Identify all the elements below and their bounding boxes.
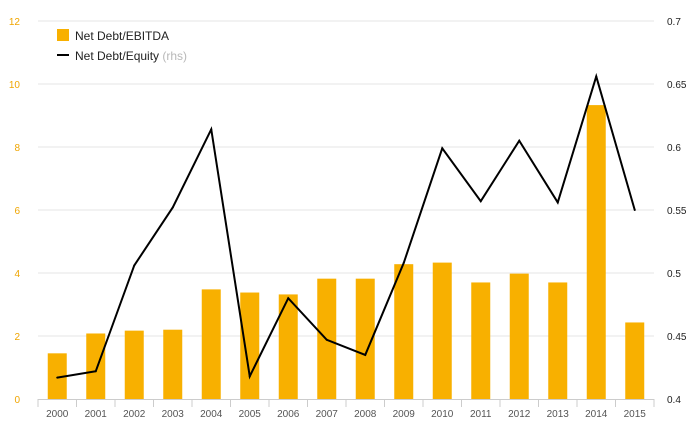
line-point (364, 353, 367, 356)
axes: 0 2 4 6 8 10 12 0.4 0.45 0.5 0.55 0.6 0.65 0.7 2000 200… (9, 17, 687, 420)
y-right-tick-label: 0.45 (667, 332, 687, 343)
bar (394, 264, 414, 399)
y-left-tick-label: 0 (14, 395, 20, 406)
bar-series (47, 105, 645, 399)
y-left-tick-label: 12 (9, 17, 21, 28)
line-point (94, 370, 97, 373)
line-point (518, 139, 521, 142)
x-tick-label: 2009 (393, 409, 416, 420)
x-tick-label: 2002 (123, 409, 146, 420)
legend-swatch-ebitda (57, 29, 69, 41)
bar (201, 289, 221, 399)
bar (432, 262, 452, 399)
line-point (479, 200, 482, 203)
legend: Net Debt/EBITDA Net Debt/Equity (rhs) (57, 29, 187, 63)
line-point (633, 209, 636, 211)
y-right-tick-label: 0.55 (667, 206, 687, 217)
x-tick-label: 2014 (585, 409, 608, 420)
legend-label-equity-suffix: (rhs) (162, 49, 187, 63)
bar (278, 294, 298, 399)
legend-label-equity: Net Debt/Equity (rhs) (75, 49, 187, 63)
line-point (595, 75, 598, 78)
bar (86, 333, 106, 399)
line-point (287, 297, 290, 300)
line-path (57, 72, 636, 380)
x-tick-label: 2001 (85, 409, 108, 420)
line-point (133, 264, 136, 267)
bar (625, 322, 645, 399)
x-tick-label: 2007 (316, 409, 339, 420)
x-tick-label: 2012 (508, 409, 531, 420)
x-tick-label: 2003 (162, 409, 185, 420)
y-left-tick-label: 6 (14, 206, 20, 217)
x-tick-label: 2004 (200, 409, 223, 420)
line-point (325, 338, 328, 341)
line-point (556, 201, 559, 204)
bar (240, 292, 260, 399)
bar (586, 105, 606, 399)
y-right-tick-label: 0.6 (667, 143, 681, 154)
bar (471, 282, 491, 399)
bar (124, 330, 144, 399)
x-tick-label: 2013 (547, 409, 570, 420)
x-tick-label: 2000 (46, 409, 69, 420)
line-point (402, 261, 405, 264)
x-tick-label: 2006 (277, 409, 300, 420)
y-left-tick-label: 4 (14, 269, 20, 280)
line-point (248, 375, 251, 378)
x-tick-label: 2011 (470, 409, 492, 420)
legend-label-equity-name: Net Debt/Equity (75, 49, 159, 63)
bar (355, 278, 375, 399)
y-left-tick-label: 10 (9, 80, 21, 91)
bar (47, 353, 67, 399)
line-point (56, 376, 59, 379)
y-right-tick-label: 0.65 (667, 80, 687, 91)
y-right-tick-label: 0.7 (667, 17, 681, 28)
legend-label-ebitda: Net Debt/EBITDA (75, 29, 169, 43)
y-right-tick-label: 0.5 (667, 269, 681, 280)
x-tick-label: 2005 (239, 409, 262, 420)
line-point (210, 128, 213, 131)
bar (163, 329, 183, 399)
bar (509, 273, 529, 399)
x-tick-label: 2008 (354, 409, 377, 420)
y-right-tick-label: 0.4 (667, 395, 681, 406)
line-point (441, 147, 444, 150)
bar (548, 282, 568, 399)
line-point (171, 206, 174, 209)
y-left-tick-label: 8 (14, 143, 20, 154)
x-tick-label: 2010 (431, 409, 454, 420)
line-series (56, 72, 636, 380)
x-tick-label: 2015 (624, 409, 647, 420)
y-left-tick-label: 2 (14, 332, 20, 343)
